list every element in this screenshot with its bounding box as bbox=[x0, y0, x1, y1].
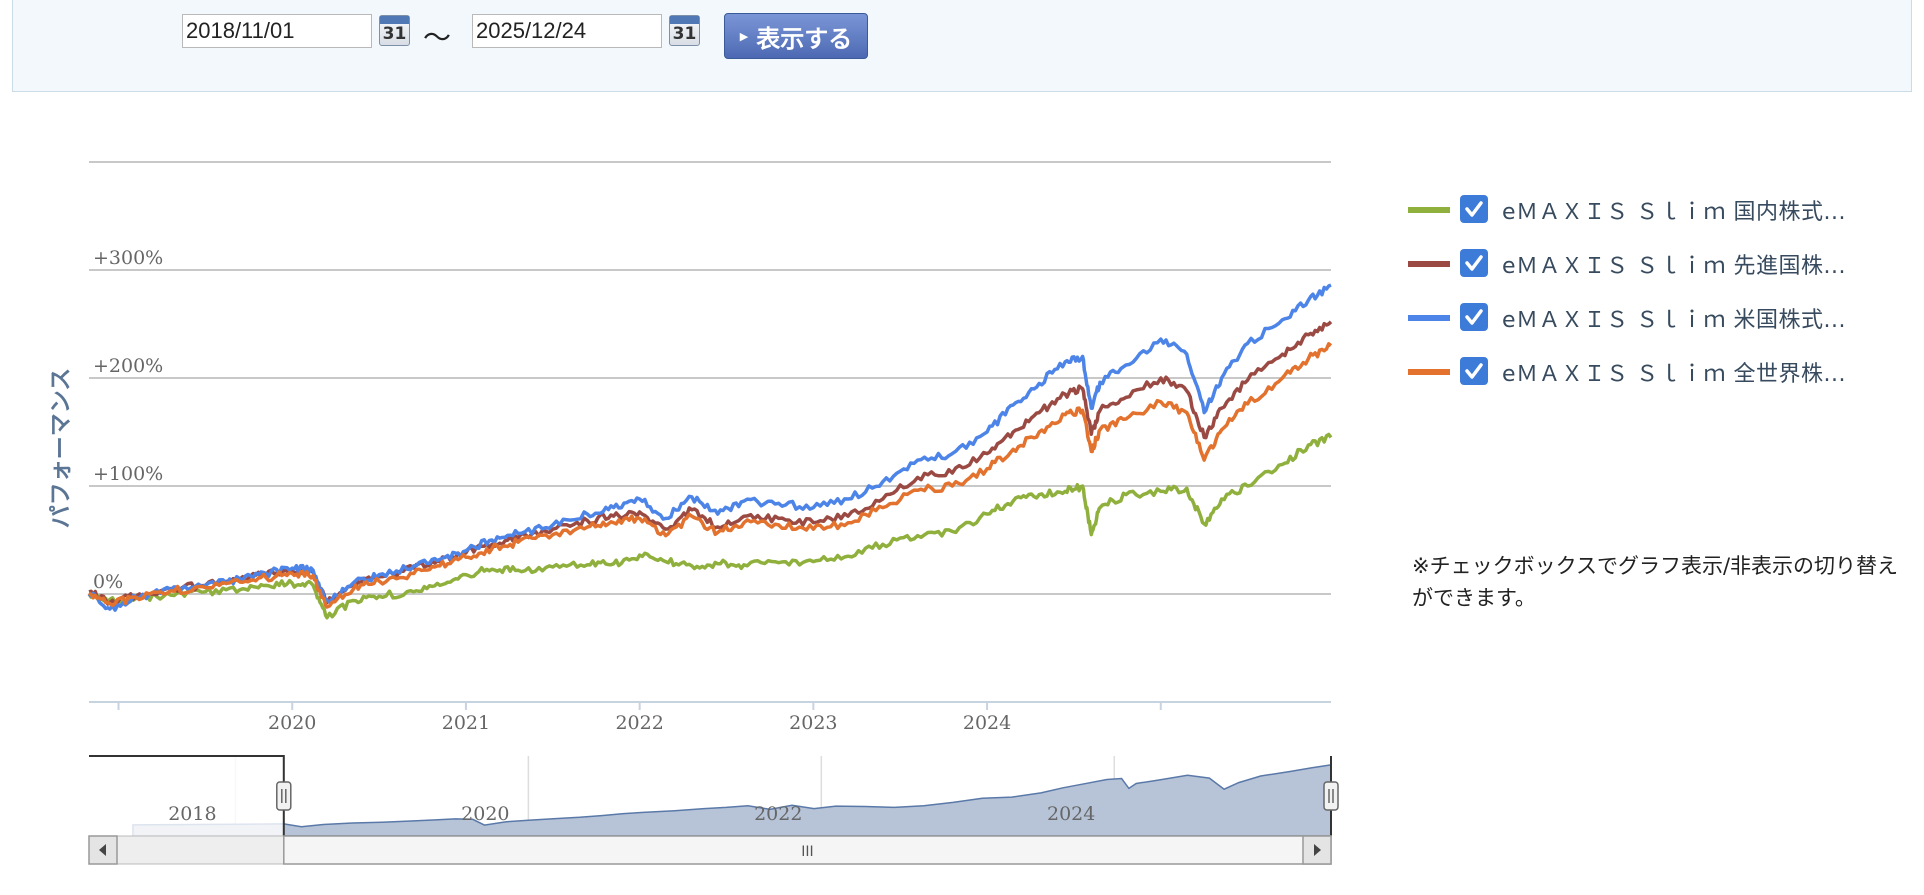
navigator-handle[interactable] bbox=[276, 781, 292, 811]
navigator-handle[interactable] bbox=[1323, 781, 1339, 811]
navigator-tick-label: 2022 bbox=[754, 803, 802, 825]
date-range-separator: ～ bbox=[423, 21, 452, 54]
y-axis-label: パフォーマンス bbox=[48, 368, 74, 529]
series-line bbox=[87, 283, 1332, 612]
x-tick-label: 2024 bbox=[963, 712, 1011, 734]
y-tick-label: 0% bbox=[93, 571, 123, 593]
y-tick-label: +300% bbox=[93, 247, 163, 269]
legend-swatch bbox=[1408, 369, 1450, 375]
range-scrollbar[interactable]: III bbox=[88, 835, 1332, 865]
legend-item-domestic[interactable]: eＭＡＸＩＳ Ｓｌｉｍ 国内株式... bbox=[1408, 190, 1908, 230]
navigator-mask bbox=[89, 756, 284, 836]
legend-item-world[interactable]: eＭＡＸＩＳ Ｓｌｉｍ 全世界株... bbox=[1408, 352, 1908, 392]
y-axis-ticks: 0% +100% +200% +300% bbox=[93, 247, 163, 593]
legend-checkbox[interactable] bbox=[1460, 303, 1488, 331]
legend-label: eＭＡＸＩＳ Ｓｌｉｍ 国内株式... bbox=[1502, 200, 1847, 225]
scroll-right-button[interactable] bbox=[1302, 835, 1332, 865]
navigator-tick-label: 2018 bbox=[168, 803, 216, 825]
x-tick-label: 2021 bbox=[442, 712, 490, 734]
series-line bbox=[87, 342, 1333, 609]
calendar-header bbox=[670, 16, 699, 24]
show-button-label: 表示する bbox=[756, 24, 853, 53]
check-icon bbox=[1465, 255, 1483, 271]
check-icon bbox=[1465, 363, 1483, 379]
chart-series bbox=[87, 283, 1333, 620]
check-icon bbox=[1465, 309, 1483, 325]
calendar-day-number: 31 bbox=[382, 24, 407, 44]
checkbox-note: ※チェックボックスでグラフ表示/非表示の切り替えができます。 bbox=[1412, 554, 1899, 610]
x-tick-label: 2023 bbox=[789, 712, 837, 734]
scroll-left-arrow-icon bbox=[99, 844, 106, 856]
end-calendar-icon[interactable]: 31 bbox=[669, 15, 700, 46]
range-navigator[interactable]: 2018 2020 2022 2024 bbox=[89, 755, 1339, 837]
x-tick-label: 2020 bbox=[268, 712, 316, 734]
scroll-right-arrow-icon bbox=[1314, 844, 1321, 856]
legend-item-us[interactable]: eＭＡＸＩＳ Ｓｌｉｍ 米国株式... bbox=[1408, 298, 1908, 338]
end-date-input[interactable] bbox=[472, 14, 662, 48]
scroll-left-button[interactable] bbox=[88, 835, 118, 865]
navigator-tick-label: 2020 bbox=[461, 803, 509, 825]
navigator-tick-label: 2024 bbox=[1047, 803, 1095, 825]
legend-swatch bbox=[1408, 207, 1450, 213]
legend-label: eＭＡＸＩＳ Ｓｌｉｍ 全世界株... bbox=[1502, 362, 1847, 387]
legend-checkbox[interactable] bbox=[1460, 249, 1488, 277]
start-calendar-icon[interactable]: 31 bbox=[379, 15, 410, 46]
play-arrow-icon: ▶ bbox=[739, 29, 749, 43]
calendar-day-number: 31 bbox=[672, 24, 697, 44]
calendar-header bbox=[380, 16, 409, 24]
legend-swatch bbox=[1408, 261, 1450, 267]
series-line bbox=[88, 320, 1333, 607]
legend-label: eＭＡＸＩＳ Ｓｌｉｍ 米国株式... bbox=[1502, 308, 1847, 333]
y-tick-label: +200% bbox=[93, 355, 163, 377]
y-tick-label: +100% bbox=[93, 463, 163, 485]
legend-checkbox[interactable] bbox=[1460, 357, 1488, 385]
show-button[interactable]: ▶ 表示する bbox=[724, 13, 868, 59]
legend-checkbox[interactable] bbox=[1460, 195, 1488, 223]
scrollbar-grip: III bbox=[801, 844, 813, 860]
series-line bbox=[87, 432, 1333, 620]
check-icon bbox=[1465, 201, 1483, 217]
navigator-area bbox=[132, 764, 1332, 837]
x-tick-label: 2022 bbox=[615, 712, 663, 734]
legend-swatch bbox=[1408, 315, 1450, 321]
start-date-input[interactable] bbox=[182, 14, 372, 48]
legend-label: eＭＡＸＩＳ Ｓｌｉｍ 先進国株... bbox=[1502, 254, 1847, 279]
chart-gridlines bbox=[89, 161, 1331, 595]
x-axis: 2020 2021 2022 2023 2024 bbox=[89, 701, 1331, 734]
legend-item-developed[interactable]: eＭＡＸＩＳ Ｓｌｉｍ 先進国株... bbox=[1408, 244, 1908, 284]
